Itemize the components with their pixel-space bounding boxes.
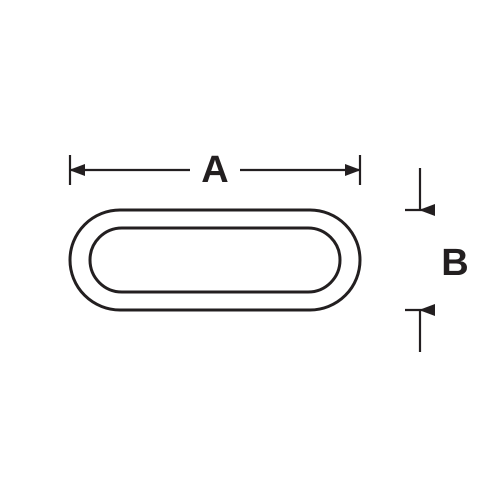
dim-b-label: B bbox=[441, 242, 468, 284]
dim-a-label: A bbox=[201, 149, 228, 191]
dimension-diagram: A B bbox=[0, 0, 500, 500]
inner-oval bbox=[90, 228, 340, 292]
outer-oval bbox=[70, 210, 360, 310]
